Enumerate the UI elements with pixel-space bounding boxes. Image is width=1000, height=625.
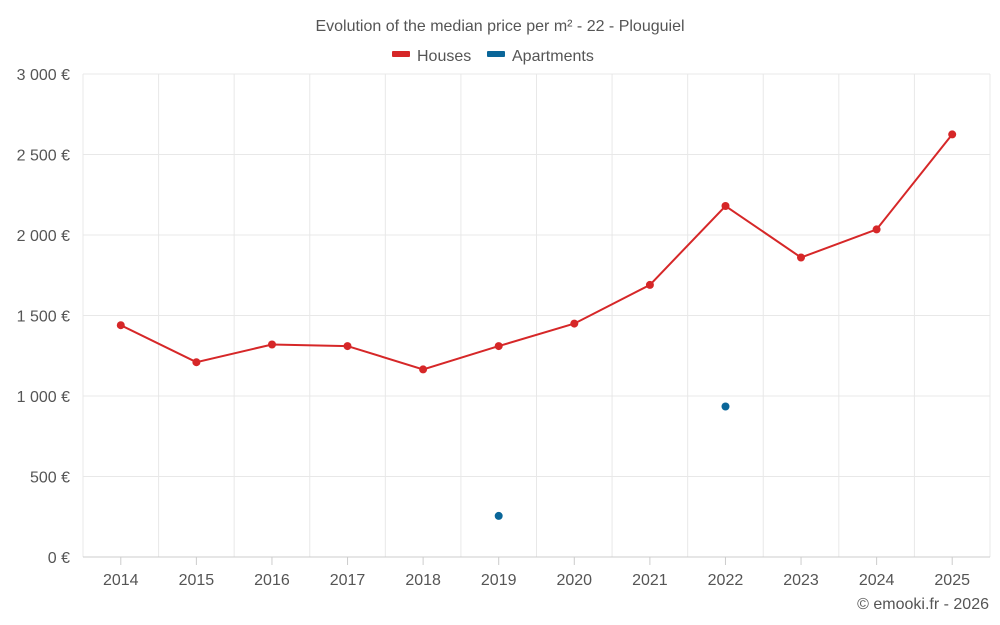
point-houses[interactable]: [494, 342, 503, 351]
y-tick-label: 3 000 €: [17, 67, 70, 84]
point-houses[interactable]: [343, 342, 352, 351]
x-tick-label: 2022: [708, 572, 744, 589]
series-houses: [116, 130, 957, 374]
x-tick-label: 2024: [859, 572, 895, 589]
point-houses[interactable]: [721, 202, 730, 210]
y-axis: 0 € 500 € 1 000 € 1 500 € 2 000 € 2 500 € 3 00…: [17, 67, 70, 567]
point-houses[interactable]: [948, 130, 957, 139]
x-tick-label: 2018: [405, 572, 441, 589]
grid: [82, 73, 991, 557]
x-tick-label: 2025: [934, 572, 970, 589]
point-houses[interactable]: [797, 253, 805, 262]
series-layer: [116, 130, 957, 520]
x-tick-label: 2015: [179, 572, 215, 589]
legend-label-apartments: Apartments: [512, 48, 594, 65]
x-tick-label: 2019: [481, 572, 517, 589]
legend-swatch-houses: [392, 51, 410, 57]
x-tick-label: 2014: [103, 572, 139, 589]
y-tick-label: 1 500 €: [17, 309, 70, 326]
chart-title: Evolution of the median price per m² - 2…: [315, 18, 684, 35]
x-tick-label: 2023: [783, 572, 819, 589]
credit[interactable]: © emooki.fr - 2026: [857, 596, 989, 613]
y-tick-label: 2 500 €: [17, 148, 70, 165]
y-tick-label: 0 €: [48, 550, 70, 567]
point-houses[interactable]: [570, 319, 579, 328]
point-houses[interactable]: [872, 225, 881, 234]
point-houses[interactable]: [419, 365, 428, 374]
point-houses[interactable]: [192, 358, 201, 367]
x-tick-label: 2020: [556, 572, 592, 589]
y-tick-label: 2 000 €: [17, 228, 70, 245]
y-tick-label: 1 000 €: [17, 389, 70, 406]
legend: Houses Apartments: [392, 48, 594, 65]
x-tick-label: 2021: [632, 572, 668, 589]
point-apartments[interactable]: [494, 511, 503, 520]
x-tick-label: 2017: [330, 572, 366, 589]
legend-swatch-apartments: [487, 51, 505, 57]
x-axis: 2014 2015 2016 2017 2018 2019 2020 2021 2022 2023…: [83, 556, 990, 589]
legend-item-houses[interactable]: Houses: [392, 48, 471, 65]
point-houses[interactable]: [645, 280, 654, 289]
series-apartments: [494, 402, 730, 520]
legend-label-houses: Houses: [417, 48, 471, 65]
point-apartments[interactable]: [721, 402, 730, 411]
line-houses: [120, 133, 953, 371]
y-tick-label: 500 €: [30, 470, 70, 487]
point-houses[interactable]: [116, 321, 125, 330]
x-tick-label: 2016: [254, 572, 290, 589]
legend-item-apartments[interactable]: Apartments: [487, 48, 594, 65]
point-houses[interactable]: [268, 340, 276, 349]
